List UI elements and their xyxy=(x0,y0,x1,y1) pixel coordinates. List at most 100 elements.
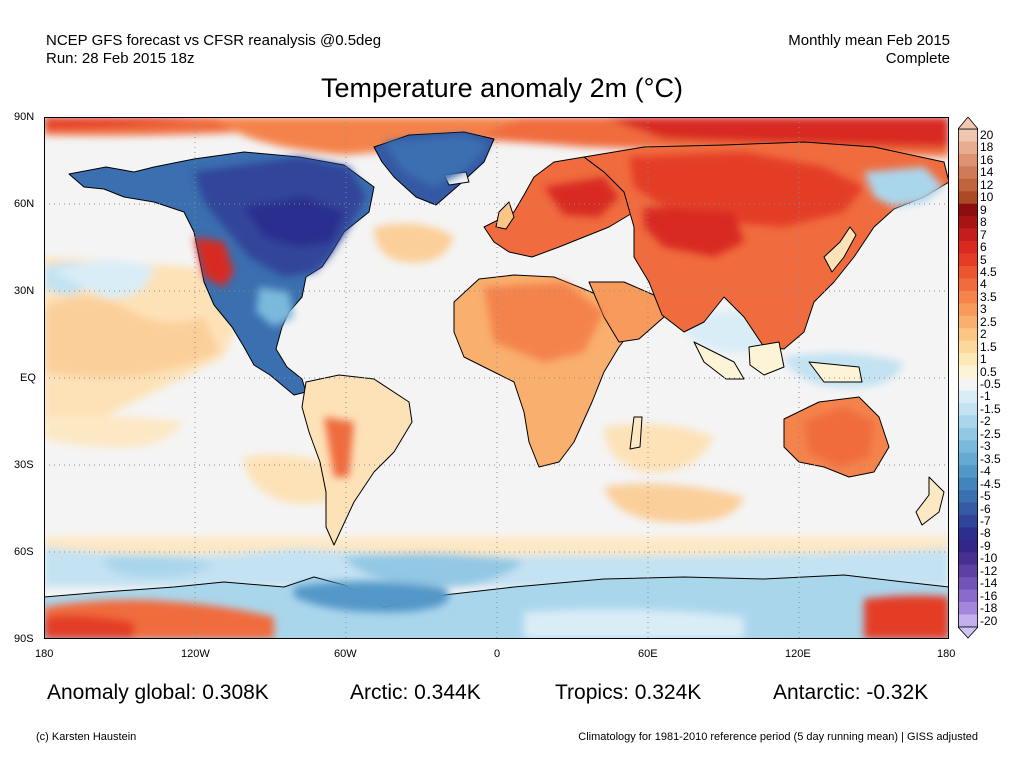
colorbar-cell xyxy=(958,303,978,317)
colorbar-label: 18 xyxy=(980,140,994,155)
colorbar-cell xyxy=(958,241,978,254)
colorbar-cell xyxy=(958,253,978,267)
colorbar-label: 2.5 xyxy=(980,314,997,329)
land-anomaly-overlays xyxy=(194,135,944,477)
colorbar-label: 0.5 xyxy=(980,364,997,379)
colorbar-label: 1.5 xyxy=(980,339,997,354)
colorbar-label: -18 xyxy=(980,601,998,616)
status-label: Complete xyxy=(885,50,950,67)
colorbar-label: 16 xyxy=(980,152,994,167)
lat-label-60s: 60S xyxy=(14,546,34,558)
colorbar-label: 3.5 xyxy=(980,289,997,304)
colorbar-cell xyxy=(958,390,978,404)
stat-antarctic: Antarctic: -0.32K xyxy=(773,681,929,704)
lat-label-30n: 30N xyxy=(14,285,35,297)
colorbar-label: -0.5 xyxy=(980,377,1001,391)
colorbar-cell xyxy=(958,378,978,391)
colorbar-cell xyxy=(958,564,978,578)
climatology-note: Climatology for 1981-2010 reference peri… xyxy=(578,731,978,743)
colorbar-label: 8 xyxy=(980,215,987,230)
colorbar-cell xyxy=(958,265,978,279)
ocean-anomaly-fields xyxy=(44,223,949,588)
colorbar-label: 7 xyxy=(980,227,987,242)
new-guinea xyxy=(808,361,863,383)
colorbar-cell xyxy=(958,490,978,503)
colorbar-under-arrow xyxy=(958,626,978,639)
borneo xyxy=(748,341,785,376)
colorbar-cell xyxy=(958,290,978,304)
colorbar-cell xyxy=(958,353,978,366)
colorbar-label: -4.5 xyxy=(980,476,1001,491)
colorbar-label: -12 xyxy=(980,563,998,578)
colorbar-label: -4 xyxy=(980,464,991,479)
colorbar-label: 2 xyxy=(980,327,987,342)
lon-label-120e: 120E xyxy=(785,648,811,660)
colorbar-label: -9 xyxy=(980,538,991,553)
antarctic-anomaly xyxy=(44,581,949,639)
colorbar-label: 4 xyxy=(980,277,987,292)
credit-label: (c) Karsten Haustein xyxy=(36,731,137,743)
colorbar-cell xyxy=(958,614,978,628)
colorbar-label: -3.5 xyxy=(980,451,1001,466)
colorbar-cell xyxy=(958,191,978,204)
colorbar-label: -14 xyxy=(980,576,998,591)
colorbar-label: 6 xyxy=(980,240,987,255)
stat-tropics: Tropics: 0.324K xyxy=(555,681,702,704)
colorbar-cell xyxy=(958,315,978,329)
colorbar-cell xyxy=(958,539,978,553)
colorbar-cell xyxy=(958,365,978,379)
graticule xyxy=(44,117,949,639)
temperature-anomaly-map xyxy=(44,117,949,639)
colorbar-label: -5 xyxy=(980,489,991,504)
colorbar-cell xyxy=(958,589,978,603)
colorbar-cell xyxy=(958,216,978,229)
colorbar-label: 10 xyxy=(980,190,994,205)
colorbar-cell xyxy=(958,602,978,615)
japan xyxy=(823,226,857,273)
colorbar-label: -8 xyxy=(980,526,991,541)
colorbar-cell xyxy=(958,141,978,155)
colorbar-cell xyxy=(958,552,978,566)
colorbar-cell xyxy=(958,477,978,491)
madagascar xyxy=(629,416,643,450)
colorbar-cell xyxy=(958,402,978,416)
colorbar-label: 3 xyxy=(980,302,987,317)
colorbar-label: 20 xyxy=(980,128,994,142)
colorbar-cell xyxy=(958,340,978,354)
colorbar-label: -10 xyxy=(980,551,998,566)
colorbar-cell xyxy=(958,415,978,429)
period-label: Monthly mean Feb 2015 xyxy=(788,32,950,49)
lon-label-180e: 180 xyxy=(937,648,956,660)
lon-label-60w: 60W xyxy=(334,648,357,660)
colorbar-label: -1 xyxy=(980,389,991,404)
colorbar-cell xyxy=(958,452,978,466)
stat-global: Anomaly global: 0.308K xyxy=(47,681,269,704)
colorbar-label: 14 xyxy=(980,165,994,180)
colorbar-cell xyxy=(958,228,978,242)
source-label: NCEP GFS forecast vs CFSR reanalysis @0.… xyxy=(46,32,382,49)
arabia xyxy=(588,281,665,343)
lat-label-90s: 90S xyxy=(14,633,34,645)
lon-label-180w: 180 xyxy=(35,648,54,660)
new-zealand xyxy=(915,476,945,526)
map-frame xyxy=(44,117,949,639)
colorbar-cell xyxy=(958,502,978,516)
colorbar-cell xyxy=(958,203,978,217)
lat-label-90n: 90N xyxy=(14,111,35,123)
colorbar-label: 9 xyxy=(980,202,987,217)
colorbar-cell xyxy=(958,514,978,528)
colorbar xyxy=(958,117,978,639)
south-america xyxy=(301,374,413,546)
colorbar-label: 12 xyxy=(980,177,994,192)
colorbar-cell xyxy=(958,427,978,441)
run-label: Run: 28 Feb 2015 18z xyxy=(46,50,195,67)
lat-label-30s: 30S xyxy=(14,459,34,471)
stat-arctic: Arctic: 0.344K xyxy=(350,681,481,704)
colorbar-cell xyxy=(958,440,978,453)
colorbar-label: 1 xyxy=(980,352,987,367)
colorbar-cell xyxy=(958,577,978,590)
colorbar-cell xyxy=(958,278,978,292)
lon-label-60e: 60E xyxy=(638,648,658,660)
colorbar-label: -16 xyxy=(980,588,998,603)
colorbar-label: -1.5 xyxy=(980,401,1001,416)
